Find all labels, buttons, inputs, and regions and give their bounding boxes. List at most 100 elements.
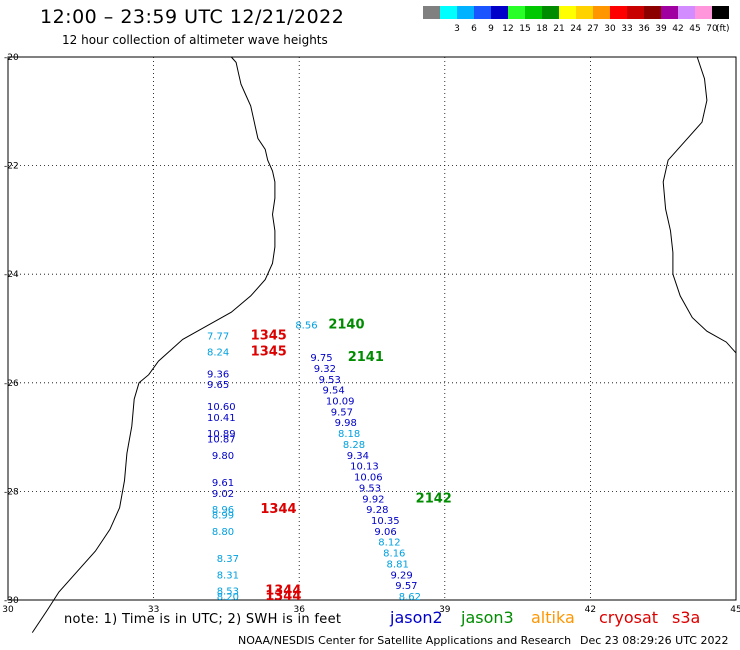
wave-height-value: 8.96: [212, 505, 234, 516]
wave-height-value: 9.57: [395, 581, 417, 592]
colorbar-swatch: [678, 6, 695, 19]
colorbar-swatch: [627, 6, 644, 19]
wave-height-value: 9.06: [374, 527, 396, 538]
colorbar-swatch: [542, 6, 559, 19]
wave-height-value: 9.53: [319, 375, 341, 386]
wave-height-value: 10.09: [326, 397, 355, 408]
longitude-label: 42: [585, 605, 596, 615]
wave-height-value: 10.89: [207, 429, 236, 440]
colorbar-swatch: [610, 6, 627, 19]
wave-height-value: 8.28: [343, 440, 365, 451]
wave-height-value: 8.56: [295, 321, 317, 332]
latitude-label: -20: [4, 53, 19, 63]
track-jason3-values: 8.56: [295, 321, 317, 332]
wave-height-value: 9.61: [212, 478, 234, 489]
wave-height-value: 9.80: [212, 451, 234, 462]
colorbar-tick-label: 24: [570, 24, 582, 34]
track-jason3-times: 2140 2141 2142: [328, 318, 452, 507]
wave-height-value: 10.13: [350, 462, 379, 473]
wave-height-value: 9.29: [390, 570, 412, 581]
wave-height-colorbar: 3 6 9 12 15 18 21 24 27 30 33 36 39 42 45 70(ft): [423, 6, 730, 34]
wave-height-value: 10.41: [207, 413, 236, 424]
satellite-legend-altika: altika: [531, 608, 575, 627]
track-jason3-values: 9.759.329.539.5410.099.579.988.188.289.3…: [310, 353, 421, 603]
colorbar-tick-label: 18: [536, 24, 548, 34]
pass-time-label: 2142: [416, 491, 452, 506]
generated-timestamp: Dec 23 08:29:26 UTC 2022: [580, 634, 729, 647]
latitude-label: -22: [4, 162, 19, 172]
pass-time-label: 1345: [251, 328, 287, 343]
colorbar-swatch: [661, 6, 678, 19]
wave-height-value: 9.28: [366, 505, 388, 516]
wave-height-value: 8.53: [217, 587, 239, 598]
wave-height-value: 9.54: [322, 386, 344, 397]
satellite-legend-s3a: s3a: [672, 608, 701, 627]
colorbar-tick-label: 33: [621, 24, 632, 34]
colorbar-swatch: [474, 6, 491, 19]
wave-height-value: 9.57: [331, 407, 353, 418]
colorbar-swatch: [440, 6, 457, 19]
colorbar-swatch: [491, 6, 508, 19]
colorbar-swatch: [423, 6, 440, 19]
colorbar-tick-label: 39: [655, 24, 667, 34]
wave-height-value: 8.24: [207, 348, 229, 359]
pass-time-label: 1344: [265, 584, 301, 599]
wave-height-value: 8.81: [387, 559, 409, 570]
africa-coastline: [31, 56, 276, 633]
wave-height-value: 9.98: [335, 418, 357, 429]
longitude-label: 39: [439, 605, 451, 615]
latitude-label: -28: [4, 487, 19, 497]
longitude-label: 45: [730, 605, 740, 615]
wave-height-value: 9.92: [362, 494, 384, 505]
graticule: [8, 57, 736, 600]
latitude-label: -26: [4, 379, 19, 389]
pass-time-label: 1345: [251, 345, 287, 360]
map-subtitle: 12 hour collection of altimeter wave hei…: [62, 33, 328, 47]
longitude-label: 33: [148, 605, 159, 615]
latitude-label: -30: [4, 596, 19, 606]
colorbar-tick-label: 70: [706, 24, 718, 34]
madagascar-coastline: [662, 56, 737, 354]
colorbar-swatch: [712, 6, 729, 19]
wave-height-value: 8.20: [217, 592, 239, 603]
map-frame: [7, 56, 737, 601]
colorbar-unit: (ft): [716, 24, 730, 34]
wave-height-value: 9.53: [359, 483, 381, 494]
wave-height-value: 9.32: [314, 364, 336, 375]
colorbar-swatch: [695, 6, 712, 19]
colorbar-tick-label: 9: [488, 24, 494, 34]
wave-height-value: 8.80: [212, 527, 234, 538]
colorbar-tick-label: 12: [502, 24, 513, 34]
satellite-legend-cryosat: cryosat: [599, 608, 659, 627]
colorbar-swatch: [644, 6, 661, 19]
wave-height-value: 8.12: [378, 538, 400, 549]
pass-time-label: 1344: [260, 502, 296, 517]
map-title: 12:00 – 23:59 UTC 12/21/2022: [40, 6, 345, 28]
colorbar-swatch: [525, 6, 542, 19]
colorbar-tick-label: 36: [638, 24, 650, 34]
colorbar-tick-label: 42: [672, 24, 683, 34]
pass-time-label: 1344: [265, 589, 301, 604]
colorbar-tick-label: 30: [604, 24, 616, 34]
colorbar-tick-label: 45: [689, 24, 700, 34]
colorbar-swatch: [559, 6, 576, 19]
wave-height-value: 9.36: [207, 369, 229, 380]
longitude-label: 36: [293, 605, 305, 615]
wave-height-value: 9.65: [207, 380, 229, 391]
longitude-label: 30: [2, 605, 14, 615]
pass-time-label: 2140: [328, 318, 364, 333]
wave-height-value: 8.99: [212, 511, 234, 522]
pass-time-label: 2141: [348, 350, 384, 365]
colorbar-swatch: [576, 6, 593, 19]
colorbar-swatch: [593, 6, 610, 19]
wave-height-value: 10.87: [207, 435, 236, 446]
colorbar-swatch: [508, 6, 525, 19]
colorbar-tick-label: 6: [471, 24, 477, 34]
wave-height-value: 10.35: [371, 516, 400, 527]
satellite-legend-jason2: jason2: [390, 608, 443, 627]
wave-height-value: 7.77: [207, 331, 229, 342]
wave-height-value: 8.37: [217, 554, 239, 565]
